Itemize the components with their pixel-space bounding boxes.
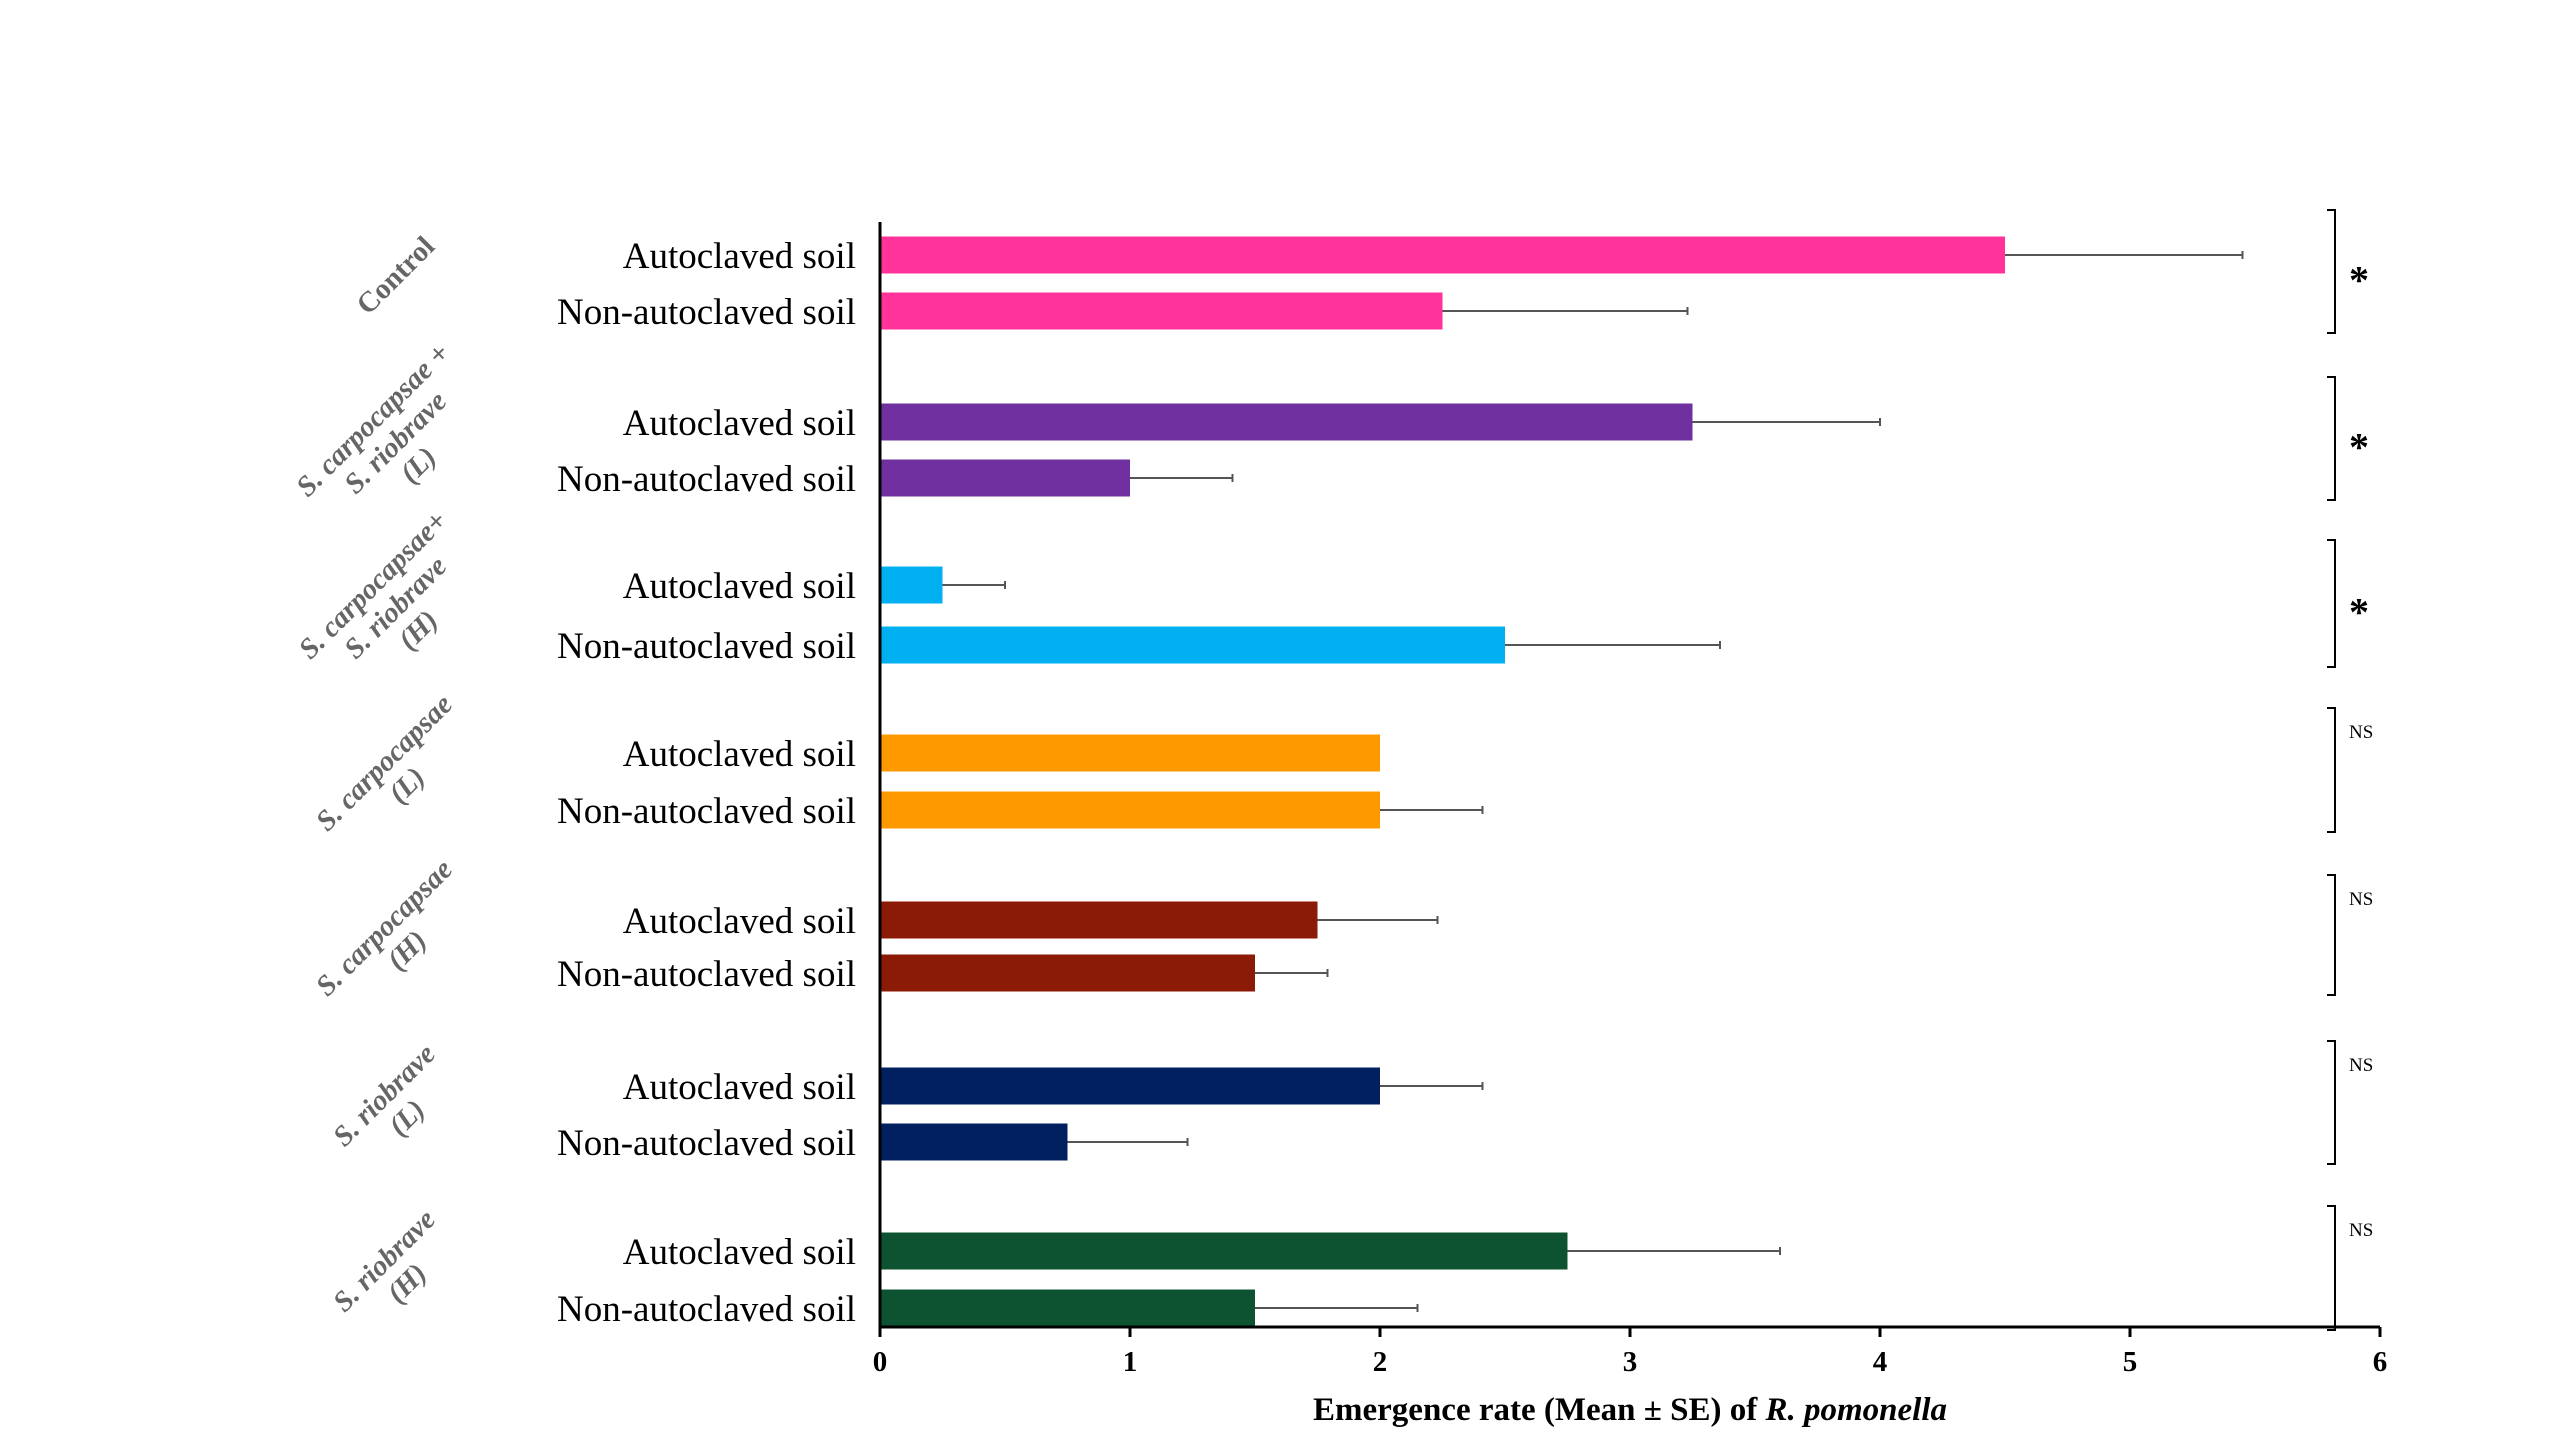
bar-label: Autoclaved soil [623, 1232, 856, 1273]
significance-layer: * * * NS NS NS NS [2327, 209, 2373, 1331]
x-tick-label: 5 [2123, 1346, 2138, 1378]
x-axis-title-part: R. pomonella [1764, 1392, 1947, 1428]
bar-label: Autoclaved soil [623, 734, 856, 775]
bar [880, 459, 1130, 497]
x-tick-label: 6 [2373, 1346, 2388, 1378]
significance-label: NS [2349, 1055, 2373, 1076]
bar-label: Non-autoclaved soil [557, 626, 856, 667]
bar [880, 1123, 1068, 1161]
x-tick-label: 4 [1873, 1346, 1888, 1378]
bar-label: Autoclaved soil [623, 236, 856, 277]
significance-bracket [2327, 874, 2336, 996]
significance-bracket [2327, 209, 2336, 334]
significance-bracket [2327, 1205, 2336, 1331]
group-label-line: S. riobrave [327, 1038, 442, 1153]
significance-label: NS [2349, 1220, 2373, 1241]
group-label-line: Control [350, 230, 441, 321]
bar [880, 734, 1380, 772]
group-label: Control [350, 230, 441, 321]
bar-label: Non-autoclaved soil [557, 292, 856, 333]
bar [880, 236, 2005, 274]
group-label: S. carpocapsae(L) [310, 688, 482, 860]
significance-label: NS [2349, 722, 2373, 743]
group-label: S. carpocapsae +S. riobrave(L) [290, 337, 501, 548]
significance-label: * [2349, 258, 2369, 303]
significance-label: * [2349, 425, 2369, 470]
significance-label: * [2349, 590, 2369, 635]
significance-label: NS [2349, 889, 2373, 910]
group-label-line: S. carpocapsae [310, 853, 459, 1002]
bar-label: Non-autoclaved soil [557, 1289, 856, 1330]
group-label: S. carpocapsae(H) [310, 853, 482, 1025]
bar [880, 626, 1505, 664]
bar [880, 1232, 1568, 1270]
bar-labels-layer: Autoclaved soil Non-autoclaved soil Autocl… [557, 236, 856, 1330]
bar [880, 566, 943, 604]
x-tick-label: 3 [1623, 1346, 1638, 1378]
significance-bracket [2327, 1040, 2336, 1165]
bars-layer [880, 236, 2005, 1327]
significance-bracket [2327, 376, 2336, 501]
bar-label: Non-autoclaved soil [557, 1123, 856, 1164]
x-tick-label: 2 [1373, 1346, 1388, 1378]
bar-label: Autoclaved soil [623, 403, 856, 444]
error-bars-layer [942, 251, 2244, 1312]
bar-label: Autoclaved soil [623, 1067, 856, 1108]
x-axis-title: Emergence rate (Mean ± SE) of R. pomonel… [1313, 1392, 1947, 1428]
bar-label: Non-autoclaved soil [557, 791, 856, 832]
significance-bracket [2327, 707, 2336, 833]
x-axis: 0 1 2 3 4 5 6 [873, 222, 2388, 1378]
bar-label: Non-autoclaved soil [557, 459, 856, 500]
group-label: S. riobrave(H) [327, 1203, 465, 1341]
bar [880, 403, 1693, 441]
x-tick-label: 0 [873, 1346, 888, 1378]
x-tick-label: 1 [1123, 1346, 1138, 1378]
x-axis-title-part: Emergence rate (Mean ± SE) of [1313, 1392, 1765, 1428]
bar [880, 1067, 1380, 1105]
bar [880, 954, 1255, 992]
group-label-line: S. riobrave [327, 1203, 442, 1318]
bar-label: Autoclaved soil [623, 901, 856, 942]
group-label-line: S. carpocapsae [310, 688, 459, 837]
group-label: S. carpocapsae+S. riobrave(H) [293, 505, 499, 711]
bar [880, 292, 1443, 330]
bar-label: Non-autoclaved soil [557, 954, 856, 995]
group-label: S. riobrave(L) [327, 1038, 465, 1176]
bar [880, 1289, 1255, 1327]
bar [880, 791, 1380, 829]
significance-bracket [2327, 539, 2336, 668]
bar-label: Autoclaved soil [623, 566, 856, 607]
bar [880, 901, 1318, 939]
